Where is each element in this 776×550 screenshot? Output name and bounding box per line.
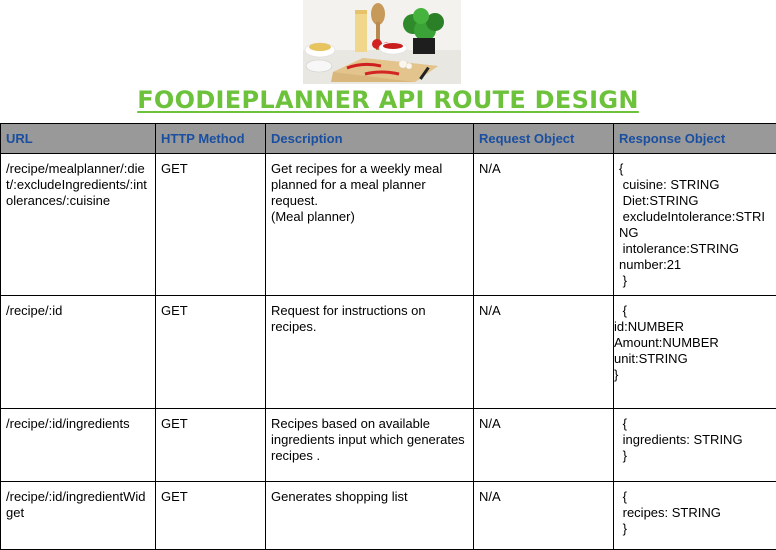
response-line: { xyxy=(614,303,771,319)
description-note: (Meal planner) xyxy=(271,209,355,224)
hero-image xyxy=(303,0,461,84)
response-line: } xyxy=(619,521,771,537)
response-line: { xyxy=(619,416,771,432)
response-line: { xyxy=(619,161,771,177)
cell-description: Generates shopping list xyxy=(266,482,474,550)
response-line: Amount:NUMBER xyxy=(614,335,771,351)
cell-url: /recipe/:id xyxy=(1,296,156,409)
kitchen-ingredients-photo-icon xyxy=(303,0,461,84)
description-text: Recipes based on available ingredients i… xyxy=(271,416,465,463)
cell-url: /recipe/:id/ingredients xyxy=(1,409,156,482)
header-url: URL xyxy=(1,124,156,154)
cell-method: GET xyxy=(156,154,266,296)
description-text: Get recipes for a weekly meal planned fo… xyxy=(271,161,442,208)
response-line: excludeIntolerance:STRING xyxy=(619,209,771,241)
table-row: /recipe/:id GET Request for instructions… xyxy=(1,296,776,409)
cell-description: Request for instructions on recipes. xyxy=(266,296,474,409)
cell-url: /recipe/:id/ingredientWidget xyxy=(1,482,156,550)
response-line: unit:STRING xyxy=(614,351,771,367)
header-response-object: Response Object xyxy=(614,124,776,154)
cell-response: { ingredients: STRING } xyxy=(614,409,776,482)
response-line: ingredients: STRING xyxy=(619,432,771,448)
description-text: Request for instructions on recipes. xyxy=(271,303,426,334)
response-line: } xyxy=(614,367,771,383)
cell-request: N/A xyxy=(474,296,614,409)
api-route-table: URL HTTP Method Description Request Obje… xyxy=(0,123,776,550)
response-line: recipes: STRING xyxy=(619,505,771,521)
page-title: FOODIEPLANNER API ROUTE DESIGN xyxy=(0,86,776,114)
table-row: /recipe/:id/ingredients GET Recipes base… xyxy=(1,409,776,482)
header-description: Description xyxy=(266,124,474,154)
cell-method: GET xyxy=(156,482,266,550)
cell-description: Get recipes for a weekly meal planned fo… xyxy=(266,154,474,296)
response-line: cuisine: STRING xyxy=(619,177,771,193)
cell-response: { id:NUMBER Amount:NUMBER unit:STRING } xyxy=(614,296,776,409)
cell-response: { cuisine: STRING Diet:STRING excludeInt… xyxy=(614,154,776,296)
response-line: number:21 xyxy=(619,257,771,273)
header-http-method: HTTP Method xyxy=(156,124,266,154)
header-request-object: Request Object xyxy=(474,124,614,154)
cell-url: /recipe/mealplanner/:diet/:excludeIngred… xyxy=(1,154,156,296)
cell-description: Recipes based on available ingredients i… xyxy=(266,409,474,482)
response-line: id:NUMBER xyxy=(614,319,771,335)
response-line: { xyxy=(619,489,771,505)
response-line: intolerance:STRING xyxy=(619,241,771,257)
response-line: } xyxy=(619,273,771,289)
description-text: Generates shopping list xyxy=(271,489,408,504)
cell-response: { recipes: STRING } xyxy=(614,482,776,550)
cell-method: GET xyxy=(156,409,266,482)
response-line: } xyxy=(619,448,771,464)
cell-request: N/A xyxy=(474,482,614,550)
table-row: /recipe/:id/ingredientWidget GET Generat… xyxy=(1,482,776,550)
cell-request: N/A xyxy=(474,409,614,482)
response-line: Diet:STRING xyxy=(619,193,771,209)
cell-request: N/A xyxy=(474,154,614,296)
cell-method: GET xyxy=(156,296,266,409)
table-row: /recipe/mealplanner/:diet/:excludeIngred… xyxy=(1,154,776,296)
table-header-row: URL HTTP Method Description Request Obje… xyxy=(1,124,776,154)
